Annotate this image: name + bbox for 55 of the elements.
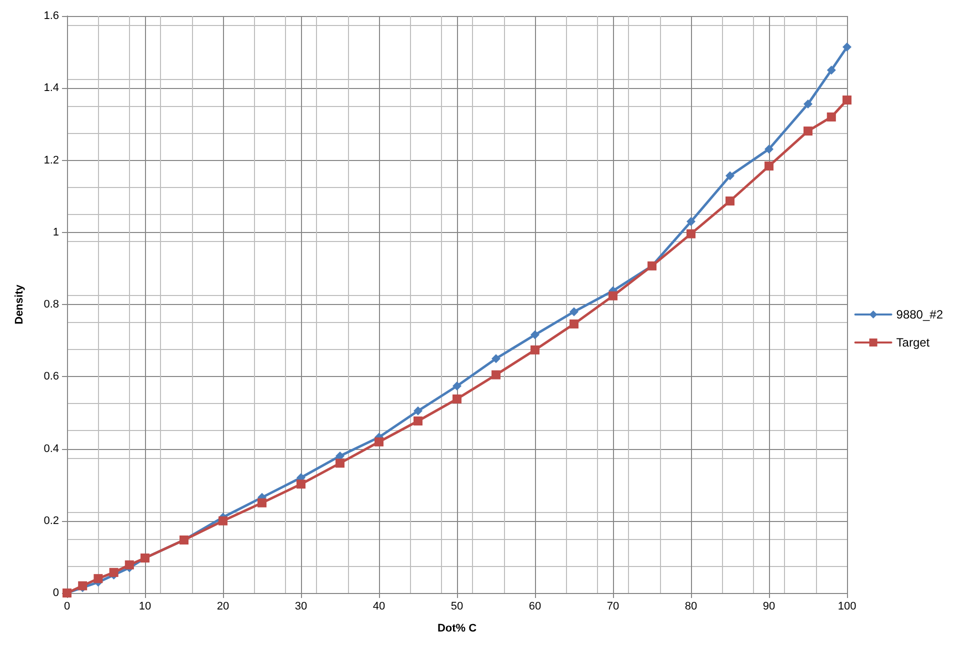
legend-label: Target — [896, 336, 930, 350]
point — [336, 458, 344, 468]
point — [452, 382, 462, 390]
point — [94, 574, 103, 584]
point — [218, 516, 228, 526]
x-tick-label: 50 — [450, 600, 464, 612]
point — [258, 498, 266, 508]
point — [530, 330, 540, 340]
x-tick-label: 30 — [294, 600, 308, 612]
y-tick-label: 1.6 — [44, 10, 59, 22]
point — [842, 42, 852, 52]
y-tick-label: 0.8 — [44, 298, 59, 310]
y-tick-label: 1.4 — [44, 82, 59, 94]
y-tick-label: 0.4 — [44, 442, 59, 455]
y-tick-label: 0 — [52, 587, 59, 599]
y-tick-label: 1.2 — [44, 154, 59, 166]
point — [826, 112, 836, 122]
point — [764, 162, 774, 171]
x-tick-label: 20 — [216, 600, 230, 612]
point — [124, 560, 134, 570]
point — [608, 291, 618, 300]
point — [414, 416, 422, 426]
point — [764, 144, 774, 154]
point — [414, 406, 422, 416]
point — [530, 345, 540, 354]
point — [452, 394, 462, 404]
point — [109, 568, 118, 577]
point — [570, 319, 578, 328]
point — [842, 96, 852, 105]
point — [570, 307, 578, 316]
x-tick-label: 60 — [528, 600, 542, 612]
x-tick-label: 100 — [838, 600, 856, 612]
point — [804, 99, 812, 108]
point — [296, 480, 306, 489]
x-tick-label: 40 — [372, 600, 386, 612]
point — [492, 370, 500, 380]
point — [726, 171, 734, 180]
point — [686, 217, 696, 226]
y-tick-label: 0.2 — [44, 514, 59, 527]
x-tick-label: 0 — [64, 600, 70, 612]
point — [686, 229, 696, 238]
x-tick-label: 10 — [138, 600, 152, 612]
y-axis-title: Density — [14, 284, 26, 324]
x-axis-title: Dot% C — [437, 622, 477, 634]
point — [726, 196, 734, 206]
x-tick-label: 80 — [684, 600, 698, 612]
y-tick-label: 0.6 — [44, 370, 59, 383]
point — [804, 126, 812, 136]
point — [826, 66, 836, 75]
y-tick-label: 1 — [52, 226, 59, 238]
legend-label: 9880_#2 — [896, 308, 944, 322]
x-tick-label: 90 — [762, 600, 776, 612]
point — [492, 354, 500, 364]
x-tick-label: 70 — [606, 600, 620, 612]
point — [374, 437, 384, 446]
